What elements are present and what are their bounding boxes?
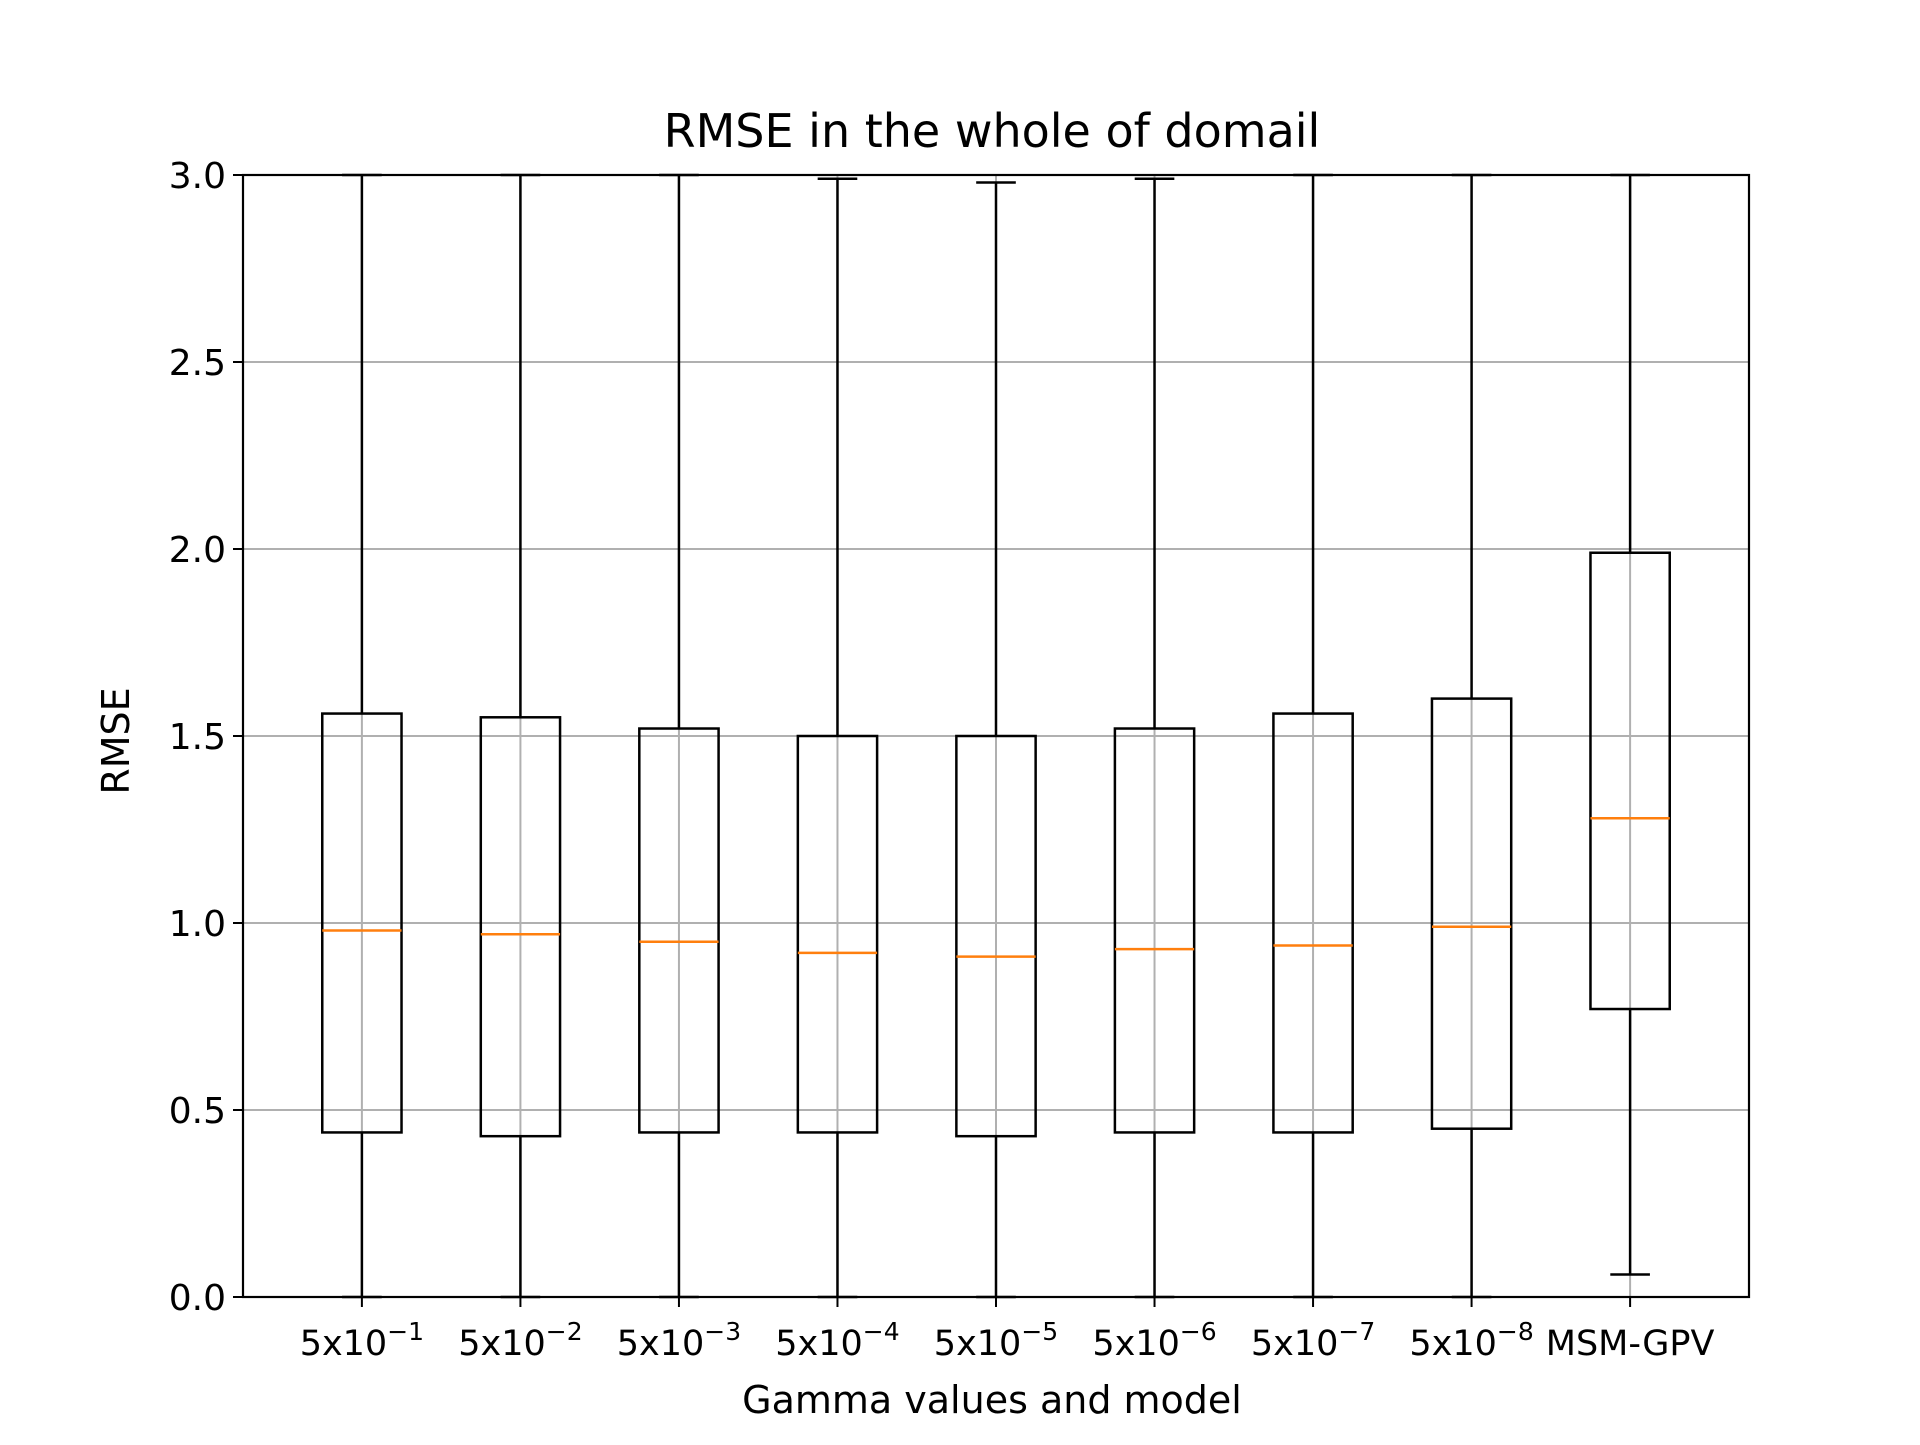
- y-tick-label: 0.0: [169, 1278, 226, 1319]
- x-tick-label-base: 5x10: [775, 1324, 863, 1364]
- x-tick-label-exponent: −5: [1021, 1317, 1058, 1346]
- box-iqr: [955, 734, 1037, 1138]
- x-axis-label: Gamma values and model: [742, 1378, 1242, 1422]
- chart-title: RMSE in the whole of domail: [664, 104, 1321, 158]
- x-tick-label-exponent: −3: [704, 1317, 741, 1346]
- y-tick-label: 2.0: [169, 530, 226, 571]
- x-tick-label-exponent: −6: [1180, 1317, 1217, 1346]
- box-layer: [321, 173, 1671, 1299]
- box-iqr: [1430, 697, 1513, 1130]
- y-tick-label: 2.5: [169, 343, 226, 384]
- box-iqr: [1272, 712, 1354, 1134]
- x-tick-label-base: 5x10: [617, 1324, 705, 1364]
- x-tick-label-base: 5x10: [1092, 1324, 1180, 1364]
- y-tick-label: 3.0: [169, 156, 226, 197]
- x-tick-label-base: MSM-GPV: [1546, 1324, 1715, 1364]
- box-iqr: [479, 716, 562, 1138]
- x-tick-label: 5x10−4: [775, 1317, 899, 1364]
- x-tick-label-base: 5x10: [300, 1324, 388, 1364]
- y-axis-label: RMSE: [94, 687, 138, 794]
- y-tick-label: 0.5: [169, 1091, 226, 1132]
- x-tick-label-exponent: −1: [387, 1317, 424, 1346]
- x-tick-label: 5x10−1: [300, 1317, 424, 1364]
- x-tick-label: 5x10−8: [1409, 1317, 1533, 1364]
- x-tick-label: 5x10−6: [1092, 1317, 1216, 1364]
- x-tick-label-exponent: −8: [1497, 1317, 1534, 1346]
- x-tick-label: 5x10−7: [1251, 1317, 1375, 1364]
- box-iqr: [638, 727, 720, 1134]
- x-tick-label-base: 5x10: [1251, 1324, 1339, 1364]
- box-group: [638, 173, 720, 1299]
- y-tick-label: 1.0: [169, 904, 226, 945]
- box-iqr: [796, 734, 879, 1134]
- x-tick-label-exponent: −4: [863, 1317, 900, 1346]
- box-iqr: [1589, 551, 1671, 1011]
- x-tick-label: 5x10−3: [617, 1317, 741, 1364]
- box-iqr: [1113, 727, 1196, 1134]
- box-iqr: [321, 712, 403, 1134]
- x-tick-label: MSM-GPV: [1546, 1324, 1715, 1364]
- y-tick-label: 1.5: [169, 717, 226, 758]
- x-tick-label: 5x10−2: [458, 1317, 582, 1364]
- x-tick-label-exponent: −7: [1338, 1317, 1375, 1346]
- x-tick-label-base: 5x10: [1409, 1324, 1497, 1364]
- x-tick-label-base: 5x10: [458, 1324, 546, 1364]
- x-tick-label: 5x10−5: [934, 1317, 1058, 1364]
- x-tick-label-exponent: −2: [546, 1317, 583, 1346]
- box-group: [955, 181, 1037, 1299]
- box-group: [321, 173, 403, 1299]
- x-tick-label-base: 5x10: [934, 1324, 1022, 1364]
